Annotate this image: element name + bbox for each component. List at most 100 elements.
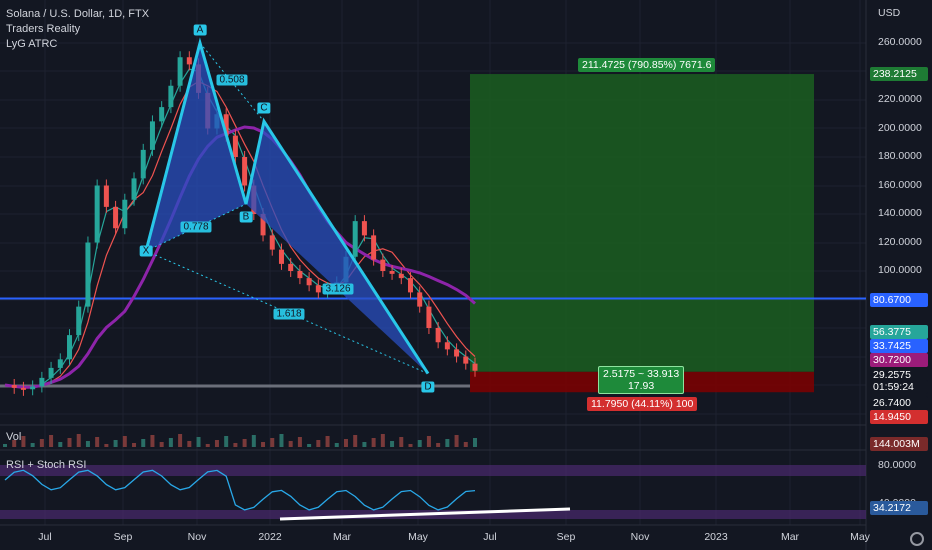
volume-bar-31	[288, 441, 293, 447]
candle-body-34	[315, 285, 321, 293]
volume-bar-27	[251, 435, 256, 447]
candle-body-40	[371, 235, 377, 260]
x-tick-3: 2022	[258, 531, 282, 543]
volume-bar-0	[3, 444, 7, 447]
volume-bar-39	[362, 442, 367, 447]
candle-body-33	[306, 278, 312, 286]
harmonic-ratio-3: 1.618	[273, 308, 305, 320]
candle-body-13	[122, 199, 128, 229]
volume-bar-48	[445, 439, 450, 447]
volume-bar-51	[473, 438, 477, 447]
price-tag-0: 238.2125	[870, 67, 928, 81]
volume-bar-16	[150, 435, 155, 447]
entry-ratio: 17.93	[627, 380, 655, 392]
x-tick-2: Nov	[187, 531, 207, 543]
ma-slow	[4, 125, 476, 389]
indicator-traders-reality[interactable]: Traders Reality	[6, 23, 81, 35]
harmonic-point-b: B	[239, 211, 253, 223]
symbol-title[interactable]: Solana / U.S. Dollar, 1D, FTX	[6, 8, 150, 20]
volume-bar-21	[196, 437, 201, 447]
volume-bar-43	[399, 437, 404, 447]
indicator-lyg-atrc[interactable]: LyG ATRC	[6, 38, 58, 50]
harmonic-point-c: C	[257, 102, 271, 114]
volume-bar-10	[95, 437, 100, 447]
stop-loss-label: 11.7950 (44.11%) 100	[587, 397, 698, 411]
candle-body-49	[454, 349, 460, 357]
entry-range: 2.5175 ~ 33.913	[603, 368, 680, 380]
x-tick-8: Nov	[630, 531, 650, 543]
volume-bar-45	[417, 440, 422, 447]
profit-target-label: 211.4725 (790.85%) 7671.6	[578, 58, 716, 72]
price-tag-3: 33.7425	[870, 339, 928, 353]
volume-bar-8	[76, 434, 81, 447]
volume-bar-28	[261, 442, 266, 447]
x-tick-1: Sep	[113, 531, 133, 543]
candle-body-30	[278, 249, 284, 264]
rsi-trendline	[279, 507, 571, 521]
x-tick-9: 2023	[704, 531, 728, 543]
volume-bar-50	[463, 442, 468, 447]
volume-bar-42	[390, 441, 395, 447]
harmonic-ratio-1: 0.778	[180, 221, 212, 233]
profit-zone	[470, 74, 814, 372]
candle-body-42	[389, 271, 395, 274]
volume-bar-12	[113, 440, 118, 447]
volume-bar-18	[168, 438, 173, 447]
candle-body-28	[260, 214, 266, 236]
volume-bar-2	[21, 436, 26, 447]
y-tick-0: 260.0000	[878, 36, 922, 48]
rsi-tick-0: 80.0000	[878, 459, 916, 471]
candle-body-16	[149, 121, 155, 150]
candle-body-46	[426, 306, 432, 328]
rsi-panel-label[interactable]: RSI + Stoch RSI	[6, 459, 87, 471]
candle-body-45	[417, 292, 423, 307]
candle-body-47	[435, 328, 441, 343]
volume-bar-24	[224, 436, 229, 447]
ma-fast	[4, 68, 476, 389]
price-tag-8: 14.9450	[870, 410, 928, 424]
price-tag-9: 144.003M	[870, 437, 928, 451]
volume-bar-3	[30, 443, 35, 447]
y-tick-4: 180.0000	[878, 150, 922, 162]
y-tick-2: 220.0000	[878, 93, 922, 105]
candle-body-41	[380, 259, 386, 271]
y-tick-7: 120.0000	[878, 235, 922, 248]
settings-gear-icon[interactable]	[910, 532, 924, 546]
candle-body-43	[398, 273, 404, 279]
x-tick-7: Sep	[556, 531, 576, 543]
currency-label: USD	[878, 7, 901, 19]
candle-body-25	[232, 135, 238, 157]
candle-body-12	[113, 206, 119, 229]
candle-body-17	[159, 107, 165, 122]
candle-body-4	[39, 377, 45, 387]
candle-body-2	[20, 387, 26, 390]
volume-bar-37	[343, 439, 348, 447]
candle-body-8	[76, 306, 82, 336]
volume-bar-23	[214, 440, 219, 447]
harmonic-point-x: X	[139, 245, 153, 257]
volume-bar-9	[85, 441, 90, 447]
volume-bars	[3, 434, 477, 447]
candle-body-32	[297, 271, 303, 279]
volume-bar-38	[353, 435, 358, 447]
volume-bar-25	[233, 443, 238, 447]
volume-bar-35	[325, 436, 330, 447]
volume-bar-6	[58, 442, 63, 447]
volume-bar-14	[132, 443, 137, 447]
candle-body-39	[361, 221, 367, 236]
harmonic-xab-fill	[146, 43, 246, 252]
risk-reward-zones	[0, 74, 866, 393]
volume-bar-44	[408, 444, 413, 447]
candle-body-50	[463, 356, 469, 364]
harmonic-point-d: D	[421, 381, 435, 393]
candle-body-44	[407, 278, 413, 293]
volume-bar-46	[426, 436, 431, 447]
volume-panel-label[interactable]: Vol	[6, 431, 22, 443]
volume-bar-40	[371, 438, 376, 447]
rsi-upper-band	[0, 465, 866, 476]
harmonic-xd	[145, 250, 429, 375]
rsi-line	[4, 469, 476, 511]
harmonic-ratio-0: 0.508	[216, 74, 248, 86]
x-tick-11: May	[850, 531, 870, 543]
